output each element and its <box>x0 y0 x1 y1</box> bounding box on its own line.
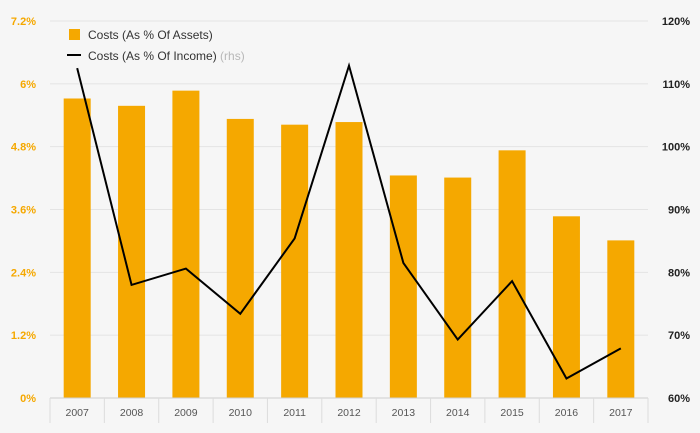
legend-label-income-name: Costs (As % Of Income) <box>88 49 217 63</box>
bar-2015 <box>498 150 526 398</box>
bar-series-assets <box>63 90 635 399</box>
x-tick-label: 2011 <box>283 407 306 419</box>
x-tick-label: 2008 <box>120 407 144 419</box>
bar-2012 <box>335 122 363 398</box>
x-tick-label: 2014 <box>446 407 470 419</box>
y-left-tick-label: 3.6% <box>11 205 36 217</box>
bar-2010 <box>226 118 254 398</box>
y-left-tick-label: 6% <box>20 79 36 91</box>
x-tick-label: 2007 <box>66 407 90 419</box>
bar-2009 <box>172 90 200 399</box>
line-series-income <box>76 62 622 380</box>
y-left-tick-label: 0% <box>20 393 36 405</box>
y-right-tick-label: 90% <box>668 205 690 217</box>
y-right-tick-label: 60% <box>668 393 690 405</box>
axes: 0% 1.2% 2.4% 3.6% 4.8% 6% 7.2% 60% 70% 80% 90% 100%… <box>11 16 690 423</box>
legend-label-income-note: (rhs) <box>220 49 245 63</box>
y-left-tick-label: 4.8% <box>11 142 36 154</box>
bar-2007 <box>63 98 91 398</box>
x-tick-label: 2012 <box>337 407 361 419</box>
bar-2017 <box>607 240 635 398</box>
x-tick-label: 2016 <box>555 407 579 419</box>
y-right-tick-label: 70% <box>668 330 690 342</box>
legend-label-assets: Costs (As % Of Assets) <box>88 28 213 42</box>
income-line <box>76 62 622 380</box>
bar-2013 <box>389 175 417 398</box>
y-left-tick-label: 7.2% <box>11 16 36 28</box>
x-tick-label: 2010 <box>229 407 253 419</box>
y-right-tick-label: 80% <box>668 267 690 279</box>
x-tick-label: 2013 <box>392 407 416 419</box>
legend: Costs (As % Of Assets) Costs (As % Of In… <box>67 28 245 63</box>
x-tick-label: 2009 <box>174 407 198 419</box>
bar-2011 <box>281 124 309 399</box>
legend-label-income: Costs (As % Of Income) (rhs) <box>88 49 245 63</box>
y-left-tick-label: 2.4% <box>11 267 36 279</box>
bar-2008 <box>118 105 146 398</box>
y-right-tick-label: 110% <box>662 79 690 91</box>
x-tick-label: 2017 <box>609 407 633 419</box>
bar-2016 <box>552 216 580 398</box>
y-left-tick-label: 1.2% <box>11 330 36 342</box>
legend-swatch-assets <box>69 29 80 40</box>
y-right-tick-label: 120% <box>662 16 690 28</box>
y-right-tick-label: 100% <box>662 142 690 154</box>
x-tick-label: 2015 <box>500 407 524 419</box>
bar-2014 <box>444 177 472 398</box>
